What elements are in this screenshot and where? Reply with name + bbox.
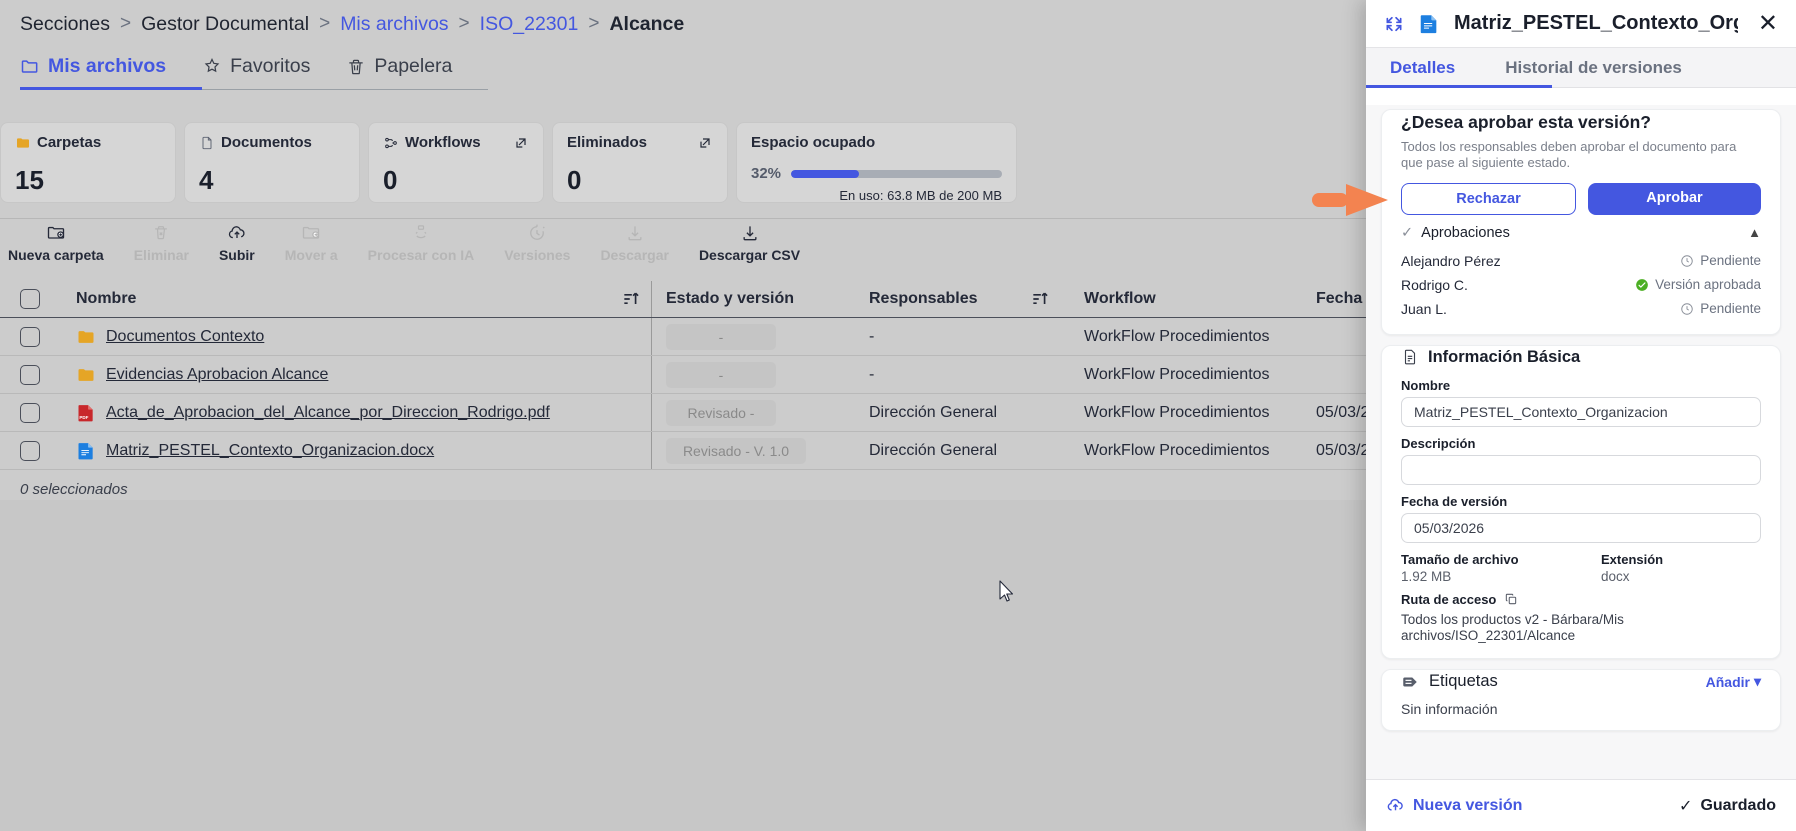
svg-text:PDF: PDF (79, 414, 88, 419)
